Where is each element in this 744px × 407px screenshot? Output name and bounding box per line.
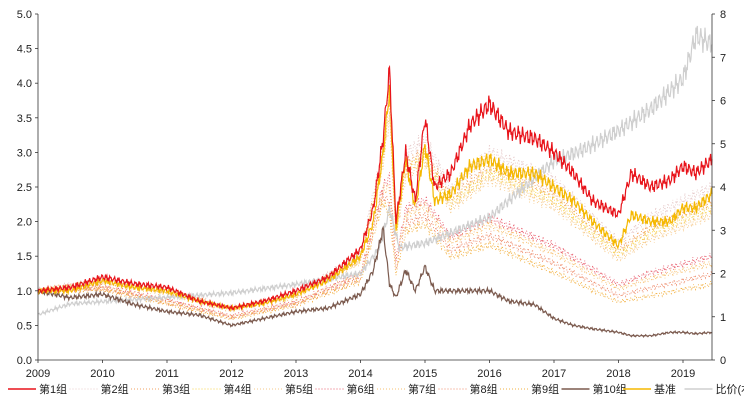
series-line-group2 — [38, 71, 712, 309]
axes: 0.0 0.5 1.0 1.5 2.0 2.5 3.0 3.5 4.0 4.5 5.0 0 1 2 3 4 5 6… — [17, 9, 726, 380]
x-tick-label: 2009 — [26, 368, 50, 380]
y2-tick-label: 2 — [720, 269, 726, 281]
legend-label: 基准 — [654, 383, 676, 396]
legend: 第1组 第2组 第3组 第4组 第5组 第6组 第7组 第8组 第9组 第10组 基准 比价(右轴) — [8, 382, 744, 396]
y-tick-label: 2.0 — [17, 217, 32, 229]
y2-tick-label: 4 — [720, 182, 726, 194]
y2-tick-label: 1 — [720, 312, 726, 324]
x-tick-label: 2019 — [671, 368, 695, 380]
legend-label: 第3组 — [162, 382, 190, 396]
y-tick-label: 0.5 — [17, 320, 32, 332]
legend-label: 第2组 — [101, 382, 129, 396]
legend-label: 比价(右轴) — [716, 382, 744, 396]
legend-label: 第7组 — [408, 382, 436, 396]
legend-label: 第9组 — [531, 382, 559, 396]
x-tick-label: 2011 — [155, 368, 179, 380]
y-tick-label: 3.5 — [17, 113, 32, 125]
x-tick-label: 2017 — [542, 368, 566, 380]
x-tick-label: 2015 — [413, 368, 437, 380]
x-tick-label: 2010 — [90, 368, 114, 380]
x-tick-label: 2013 — [284, 368, 308, 380]
legend-label: 第4组 — [224, 382, 252, 396]
y-tick-label: 0.0 — [17, 355, 32, 367]
x-tick-label: 2018 — [606, 368, 630, 380]
y2-tick-label: 8 — [720, 9, 726, 21]
y2-tick-label: 0 — [720, 355, 726, 367]
series-line-ratio — [38, 26, 712, 315]
y-tick-label: 1.5 — [17, 251, 32, 263]
y-tick-label: 1.0 — [17, 286, 32, 298]
x-tick-label: 2016 — [477, 368, 501, 380]
y-tick-label: 4.0 — [17, 78, 32, 90]
x-tick-label: 2014 — [348, 368, 372, 380]
y2-tick-label: 5 — [720, 139, 726, 151]
legend-label: 第5组 — [285, 382, 313, 396]
y-tick-label: 3.0 — [17, 147, 32, 159]
series-line-group1 — [38, 67, 712, 310]
y-tick-label: 5.0 — [17, 9, 32, 21]
y-tick-label: 4.5 — [17, 44, 32, 56]
y2-tick-label: 3 — [720, 225, 726, 237]
x-tick-label: 2012 — [219, 368, 243, 380]
legend-label: 第1组 — [39, 382, 67, 396]
legend-label: 第10组 — [593, 382, 627, 396]
y-tick-label: 2.5 — [17, 182, 32, 194]
y2-tick-label: 6 — [720, 96, 726, 108]
legend-label: 第6组 — [347, 382, 375, 396]
y2-tick-label: 7 — [720, 52, 726, 64]
legend-label: 第8组 — [470, 382, 498, 396]
series-lines — [38, 26, 712, 337]
